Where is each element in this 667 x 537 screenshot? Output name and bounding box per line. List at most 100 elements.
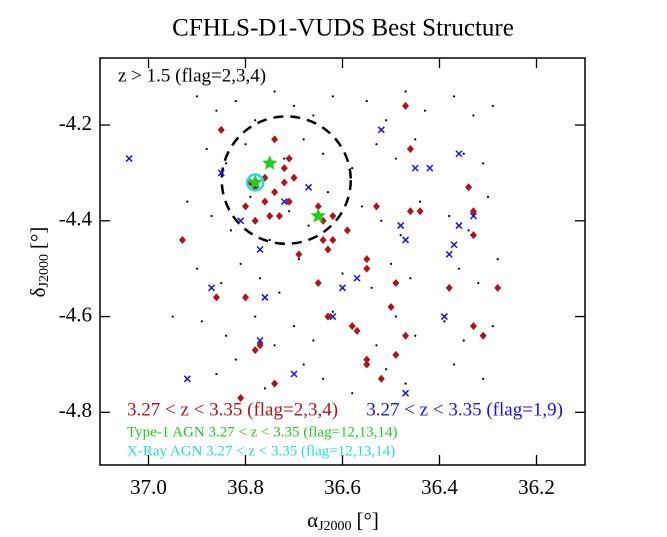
dot (399, 234, 402, 237)
dot (215, 372, 218, 376)
dot (307, 224, 310, 227)
legend-label: z > 1.5 (flag=2,3,4) (118, 65, 266, 86)
diamond (372, 202, 380, 211)
dot (312, 339, 315, 342)
cross (455, 150, 463, 158)
x-label-unit: [°] (357, 508, 379, 532)
diamond (363, 355, 371, 364)
diamond (363, 360, 371, 369)
diamond (465, 183, 473, 192)
diamond (469, 322, 477, 331)
cross (440, 313, 448, 321)
diamond (324, 245, 332, 254)
diamond (217, 125, 225, 134)
diamond (314, 202, 322, 211)
dot (380, 219, 383, 222)
dot (419, 200, 422, 203)
dot (477, 281, 480, 285)
diamond (392, 279, 400, 288)
diamond (295, 250, 303, 259)
diamond (237, 393, 245, 402)
cross (469, 212, 477, 220)
diamond (275, 212, 283, 221)
dot (394, 157, 397, 160)
x-tick-label: 36.6 (324, 475, 361, 499)
dot (486, 195, 490, 198)
dot (195, 267, 199, 270)
diamond (266, 212, 274, 221)
cross (305, 183, 313, 191)
cross (280, 198, 288, 206)
diamond (392, 350, 400, 359)
y-tick-label: -4.8 (59, 398, 92, 422)
dot (312, 114, 315, 117)
dot (254, 119, 257, 122)
diamond (290, 173, 298, 182)
dot (409, 277, 412, 280)
diamond (251, 346, 259, 355)
diamond (377, 374, 385, 383)
dot (365, 99, 368, 103)
cross (329, 313, 337, 321)
dot (462, 339, 465, 342)
y-tick-label: -4.2 (59, 111, 92, 135)
diamond (479, 331, 487, 340)
cross (261, 293, 269, 301)
diamond (406, 144, 414, 153)
dot (404, 90, 407, 93)
dot (452, 363, 456, 366)
dot (234, 358, 237, 361)
cross (411, 164, 419, 172)
dot (414, 138, 417, 141)
chart-title: CFHLS-D1-VUDS Best Structure (172, 15, 514, 42)
diamond (212, 293, 220, 302)
cross (402, 236, 410, 244)
dot (326, 190, 330, 194)
cross (426, 164, 434, 172)
x-label-subscript: J2000 (318, 519, 351, 534)
dot (423, 109, 427, 112)
diamond (329, 212, 337, 221)
dot (351, 392, 354, 395)
ring (245, 173, 265, 192)
dot (225, 162, 228, 165)
dot (292, 325, 296, 328)
dot (234, 99, 237, 103)
dot (351, 167, 354, 170)
cross (377, 126, 385, 134)
cross (256, 245, 264, 254)
dot (186, 200, 189, 203)
diamond (251, 216, 259, 225)
star (262, 155, 278, 170)
dot (472, 114, 475, 117)
diamond (319, 235, 327, 244)
dot (375, 344, 378, 347)
legend-label: 3.27 < z < 3.35 (flag=2,3,4) (127, 399, 338, 420)
dot (254, 315, 257, 318)
diamond (280, 178, 288, 187)
legend-label: Type-1 AGN 3.27 < z < 3.35 (flag=12,13,1… (127, 424, 398, 440)
dot (448, 214, 451, 218)
dot (360, 205, 363, 208)
y-label-unit: [°] (26, 227, 50, 249)
y-axis-label: δJ2000 [°] (26, 227, 52, 298)
legend-label: 3.27 < z < 3.35 (flag=1,9) (366, 399, 563, 420)
dot (394, 315, 397, 318)
dot (331, 310, 334, 313)
diamond (445, 283, 453, 292)
y-tick-label: -4.6 (59, 302, 92, 326)
diamond (402, 101, 410, 110)
diamond (271, 379, 279, 388)
x-tick-label: 36.8 (227, 475, 264, 499)
dot (215, 109, 218, 112)
cross (125, 155, 133, 163)
cross (290, 370, 298, 378)
cross (397, 222, 405, 230)
x-tick-label: 36.2 (518, 475, 555, 499)
diamond (402, 331, 410, 340)
diamond (353, 326, 361, 335)
dot (404, 382, 407, 385)
x-label-symbol: α (307, 508, 318, 532)
dot (244, 143, 247, 146)
